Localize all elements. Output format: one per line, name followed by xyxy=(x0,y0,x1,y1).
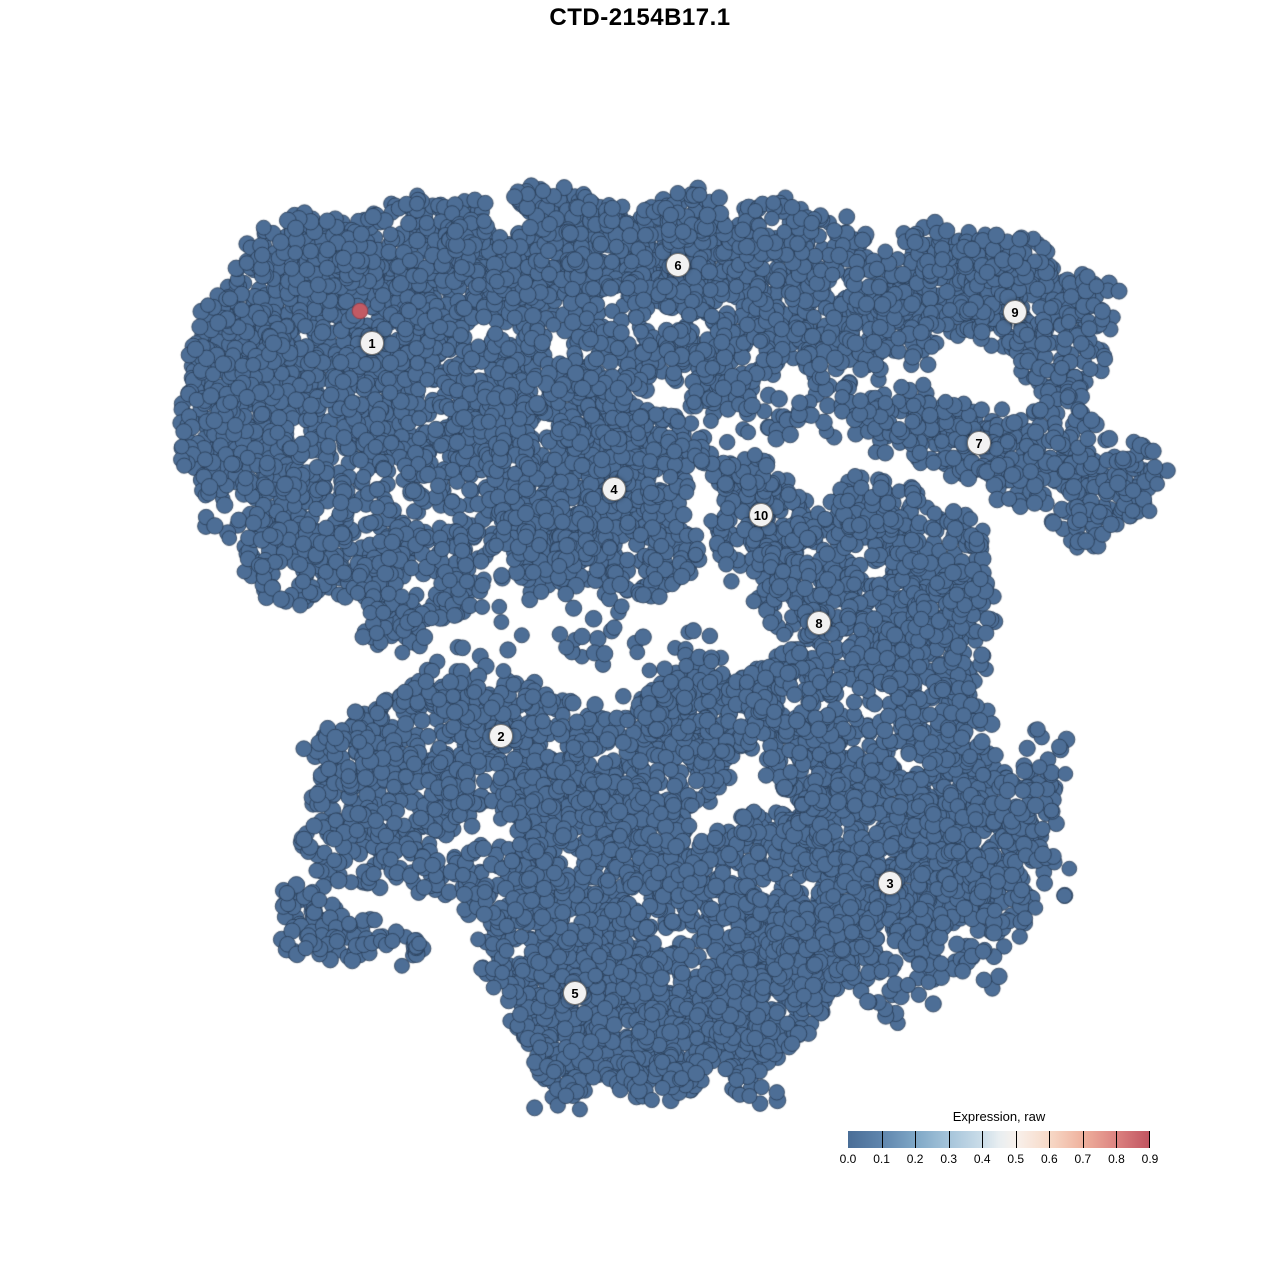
legend-divider xyxy=(1149,1131,1150,1148)
cluster-label-1[interactable]: 1 xyxy=(360,331,384,355)
expression-legend: Expression, raw 0.0 0.1 0.2 0.3 0.4 0.5 0.6 0.7… xyxy=(840,1109,1159,1167)
cluster-label-5[interactable]: 5 xyxy=(563,981,587,1005)
legend-divider xyxy=(1049,1131,1051,1148)
legend-tick-0.5: 0.5 xyxy=(1007,1152,1025,1166)
cluster-label-9[interactable]: 9 xyxy=(1003,300,1027,324)
legend-colorbar xyxy=(848,1131,1150,1148)
legend-tick-0.2: 0.2 xyxy=(906,1152,924,1166)
cluster-label-7[interactable]: 7 xyxy=(967,431,991,455)
cluster-label-6[interactable]: 6 xyxy=(666,253,690,277)
legend-tick-0.1: 0.1 xyxy=(873,1152,890,1166)
legend-title: Expression, raw xyxy=(952,1109,1046,1124)
cluster-label-8[interactable]: 8 xyxy=(807,611,831,635)
legend-divider xyxy=(1015,1131,1017,1148)
legend-tick-0.4: 0.4 xyxy=(973,1152,991,1166)
legend-divider xyxy=(881,1131,883,1148)
cluster-label-3[interactable]: 3 xyxy=(878,871,902,895)
cluster-label-2[interactable]: 2 xyxy=(489,724,513,748)
legend-tick-labels: 0.0 0.1 0.2 0.3 0.4 0.5 0.6 0.7 0.8 0.9 xyxy=(840,1152,1159,1167)
cluster-label-10[interactable]: 10 xyxy=(749,503,773,527)
legend-tick-0.8: 0.8 xyxy=(1108,1152,1125,1166)
legend-divider xyxy=(915,1131,917,1148)
cluster-label-4[interactable]: 4 xyxy=(602,477,626,501)
legend-divider xyxy=(948,1131,950,1148)
legend-divider xyxy=(982,1131,984,1148)
legend-tick-0.3: 0.3 xyxy=(940,1152,957,1166)
legend-tick-0.7: 0.7 xyxy=(1074,1152,1092,1166)
legend-tick-0.0: 0.0 xyxy=(839,1152,857,1166)
legend-tick-0.9: 0.9 xyxy=(1141,1152,1159,1166)
legend-divider xyxy=(1116,1131,1118,1148)
legend-divider xyxy=(1082,1131,1084,1148)
legend-tick-0.6: 0.6 xyxy=(1040,1152,1058,1166)
